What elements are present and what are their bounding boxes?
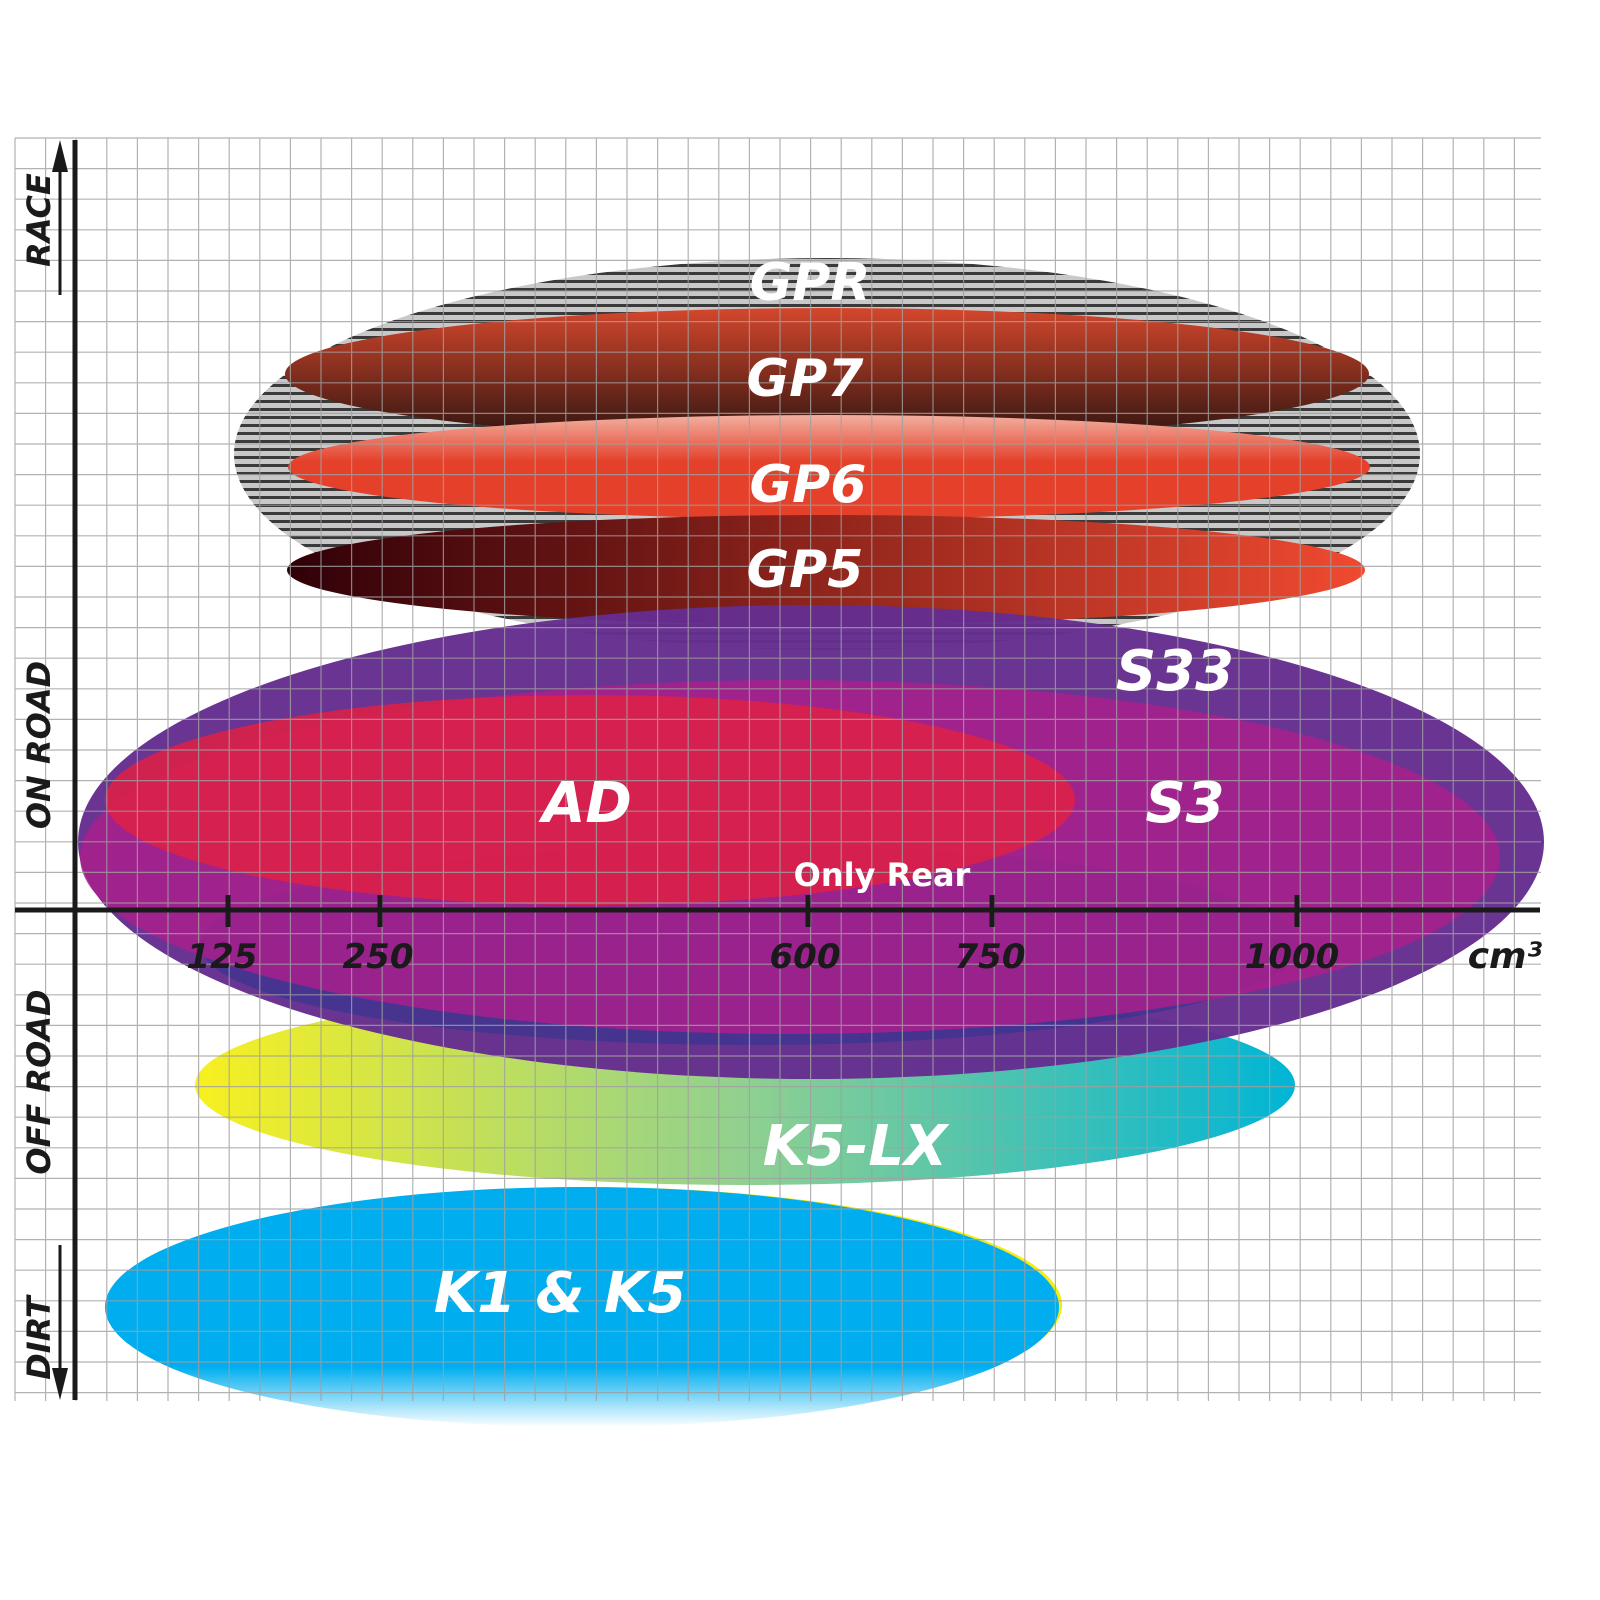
tick-label-750: 750	[955, 937, 1026, 977]
axes	[15, 140, 1540, 1400]
range-ad	[105, 695, 1075, 905]
tick-label-250: 250	[343, 937, 414, 977]
label-only-rear: Only Rear	[794, 856, 971, 894]
tick-label-600: 600	[770, 937, 841, 977]
tick-label-1000: 1000	[1245, 937, 1340, 977]
tick-label-125: 125	[187, 937, 258, 977]
range-gp6	[288, 415, 1370, 519]
y-label-on-road: ON ROAD	[20, 661, 58, 829]
label-gp7: GP7	[747, 349, 865, 409]
range-k1k5	[105, 1187, 1059, 1427]
x-unit-label: cm³	[1468, 936, 1543, 977]
grid	[14, 137, 1541, 1401]
y-label-dirt: DIRT	[20, 1294, 58, 1380]
label-gp6: GP6	[750, 455, 867, 515]
label-gp5: GP5	[747, 540, 864, 600]
label-k5lx: K5-LX	[763, 1114, 950, 1179]
label-gpr: GPR	[750, 253, 871, 313]
label-s3: S3	[1145, 771, 1224, 836]
label-k1k5: K1 & K5	[434, 1261, 687, 1326]
arrow-down-icon	[52, 1368, 68, 1400]
y-label-race: RACE	[20, 173, 58, 267]
label-ad: AD	[538, 771, 632, 836]
y-label-off-road: OFF ROAD	[20, 989, 58, 1174]
arrow-up-icon	[52, 140, 68, 172]
label-s33: S33	[1116, 639, 1234, 704]
range-gp7	[285, 308, 1369, 440]
